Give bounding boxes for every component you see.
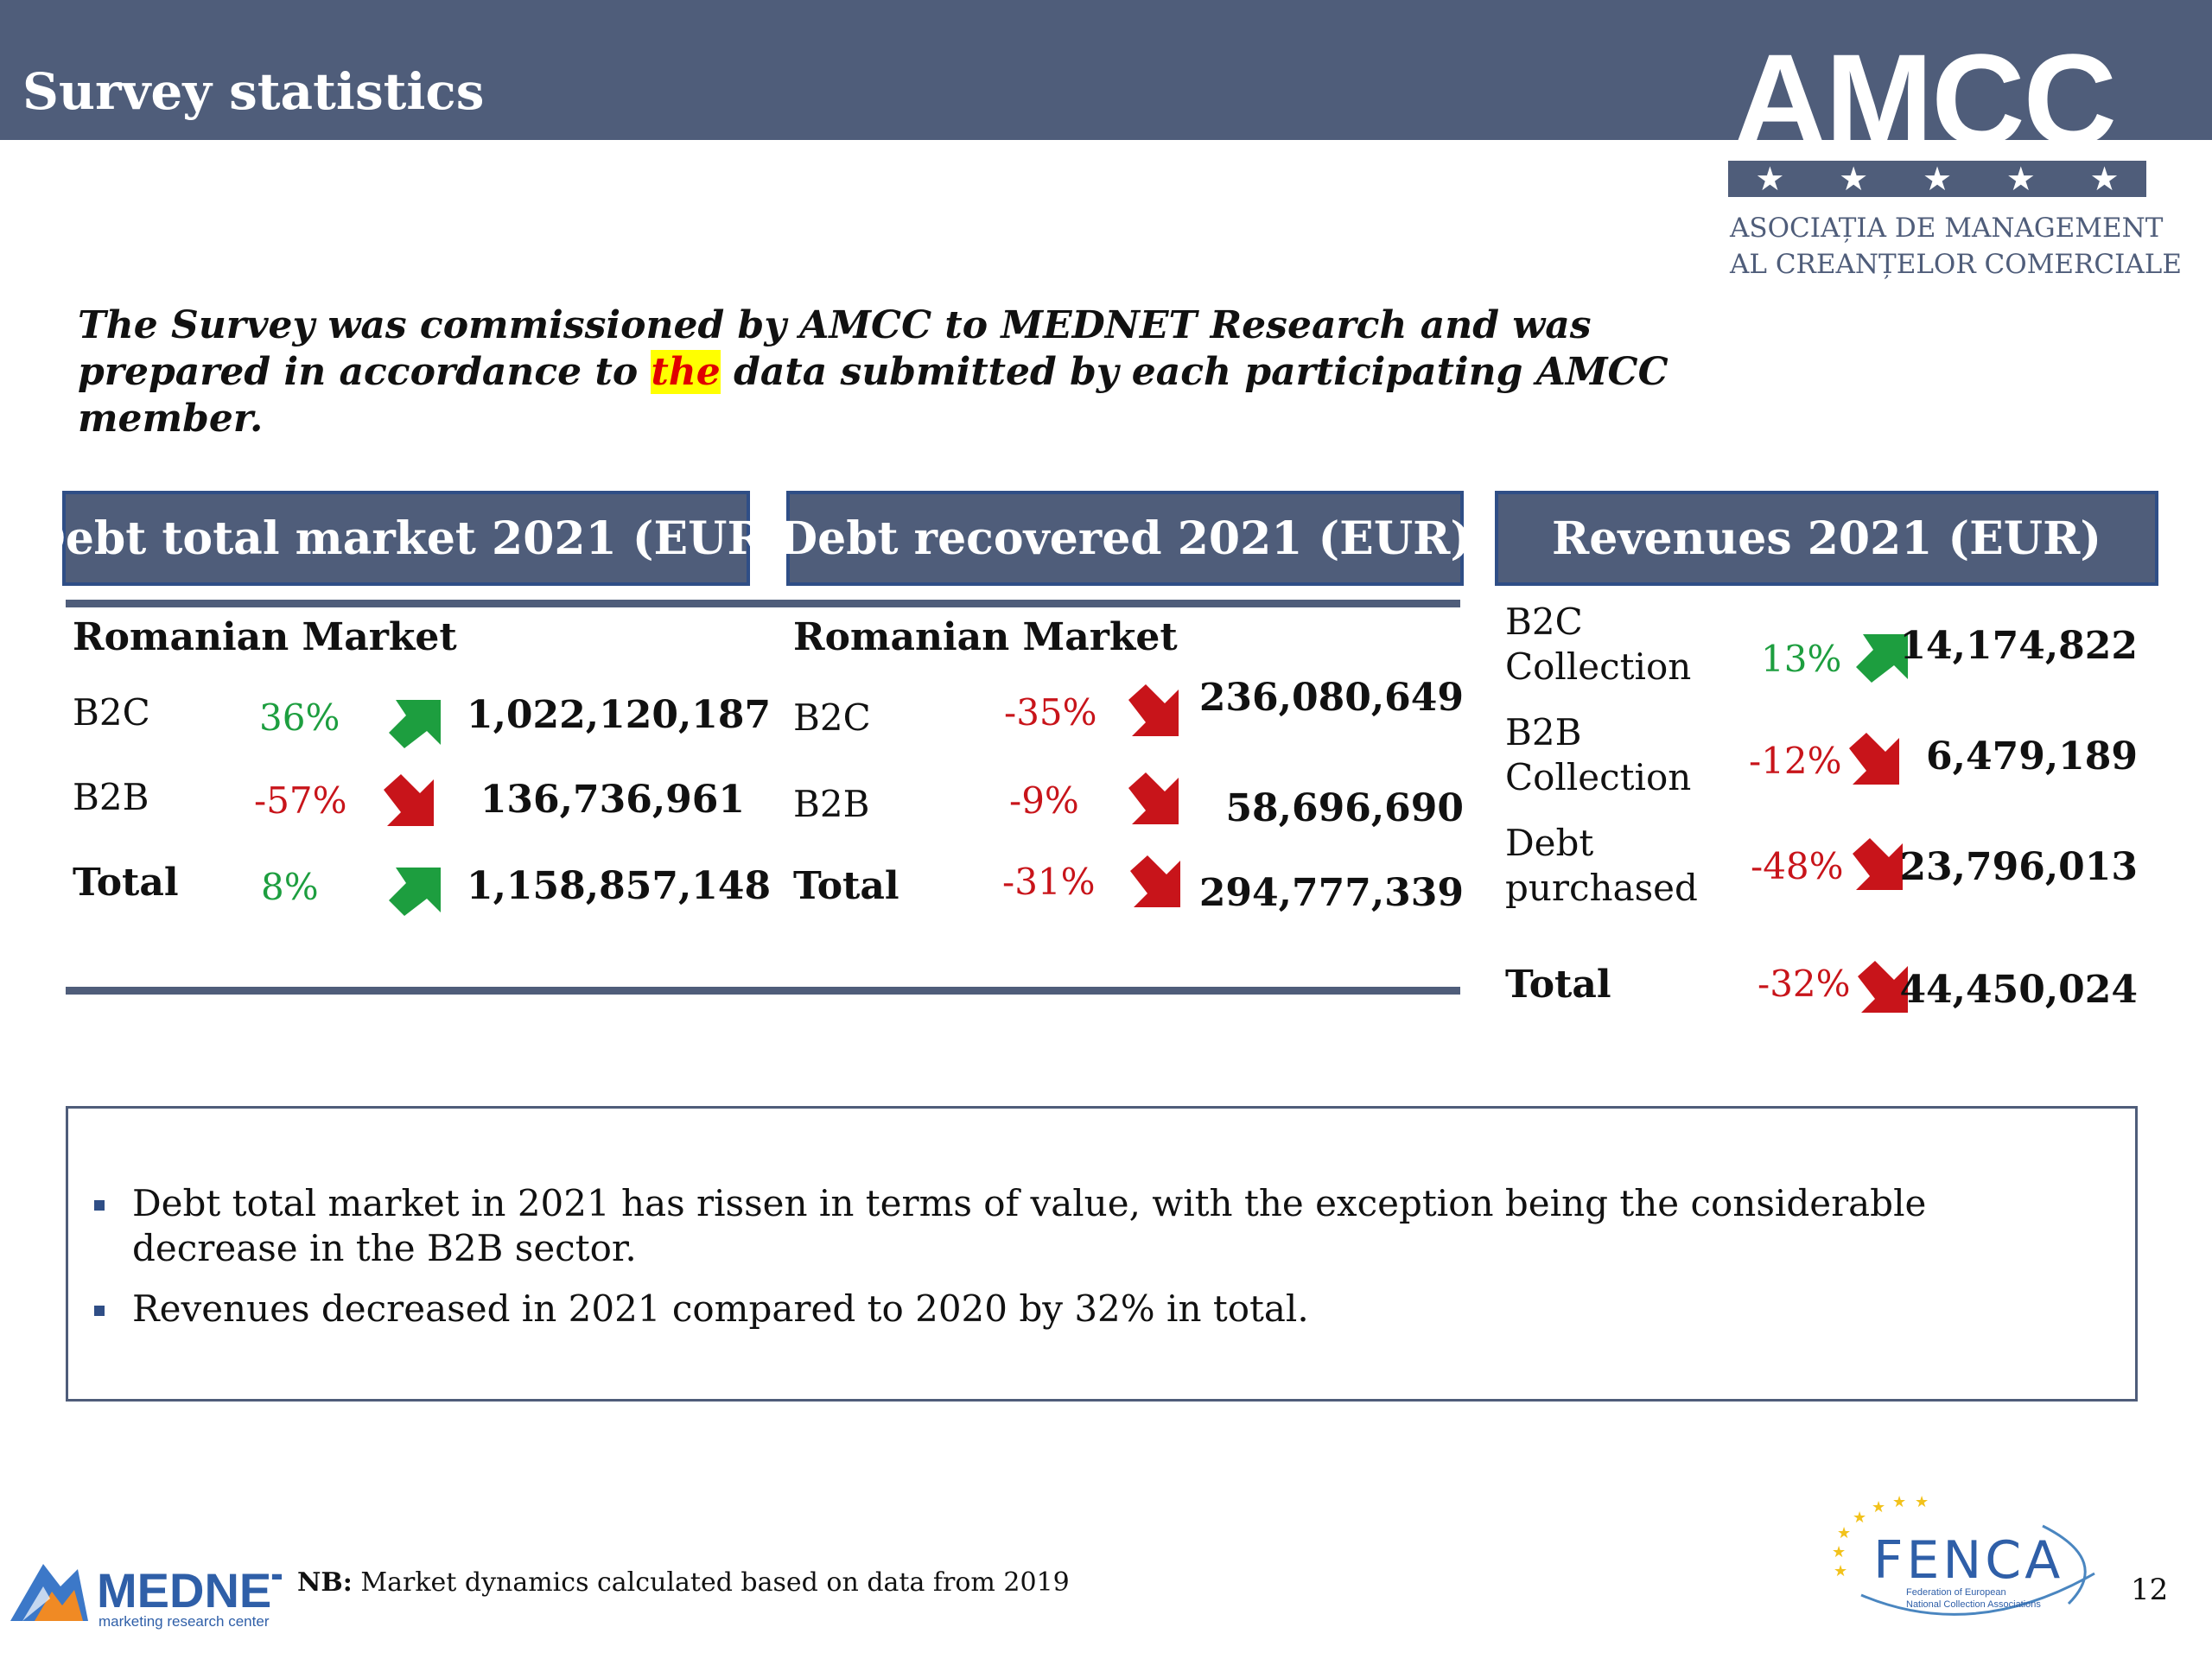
row-label: Debt purchased	[1505, 822, 1698, 909]
row-label: B2B Collection	[1505, 711, 1692, 798]
row-value: 136,736,961	[480, 778, 745, 822]
section-subtitle: Romanian Market	[73, 615, 457, 659]
table-top-rule	[66, 600, 1460, 607]
row-value: 14,174,822	[1899, 624, 2138, 668]
trend-down-icon	[1128, 772, 1179, 824]
row-pct: 36%	[259, 696, 340, 739]
bullet-icon	[94, 1200, 105, 1211]
fenca-line2: National Collection Associations	[1906, 1599, 2041, 1610]
note-item: Debt total market in 2021 has rissen in …	[94, 1181, 2082, 1271]
svg-text:★: ★	[1832, 1543, 1846, 1561]
svg-text:★: ★	[1853, 1509, 1866, 1527]
intro-part1: The Survey was commissioned by AMCC to M…	[78, 303, 1592, 394]
notes-box: Debt total market in 2021 has rissen in …	[66, 1106, 2138, 1402]
intro-highlight: the	[651, 350, 721, 394]
row-pct: -9%	[1009, 779, 1079, 822]
fenca-name: FENCA	[1873, 1530, 2063, 1591]
trend-up-icon	[389, 868, 441, 916]
panel-header-debt-total: Debt total market 2021 (EUR)	[27, 491, 785, 586]
svg-text:★: ★	[1834, 1562, 1847, 1580]
svg-text:★: ★	[1837, 1524, 1851, 1542]
row-pct: -57%	[254, 779, 347, 822]
row-value: 1,022,120,187	[467, 693, 772, 737]
section-subtitle: Romanian Market	[793, 615, 1178, 659]
row-value: 236,080,649	[1198, 676, 1464, 720]
note-item: Revenues decreased in 2021 compared to 2…	[94, 1287, 2082, 1332]
star-icon: ★	[2089, 160, 2120, 198]
star-icon: ★	[1755, 160, 1785, 198]
amcc-logo: AMCC ★ ★ ★ ★ ★ ASOCIAȚIA DE MANAGEMENT A…	[1725, 0, 2182, 289]
row-value: 23,796,013	[1899, 845, 2138, 889]
row-pct: 8%	[261, 866, 319, 908]
row-label: B2C	[793, 696, 871, 739]
page-number: 12	[2131, 1573, 2169, 1607]
trend-down-icon	[1853, 838, 1903, 890]
note-text: Revenues decreased in 2021 compared to 2…	[132, 1287, 1309, 1330]
row-pct: -31%	[1002, 861, 1096, 903]
footnote: NB: Market dynamics calculated based on …	[297, 1567, 1070, 1598]
amcc-logo-stars: ★ ★ ★ ★ ★	[1728, 161, 2146, 197]
row-value: 294,777,339	[1198, 871, 1464, 915]
slide-title: Survey statistics	[22, 62, 485, 121]
row-label: B2C	[73, 691, 150, 734]
trend-up-icon	[1856, 634, 1908, 683]
row-value: 58,696,690	[1225, 786, 1464, 830]
row-label: B2C Collection	[1505, 601, 1692, 688]
row-label: Total	[793, 864, 899, 908]
fenca-logo: ★ ★ ★ ★ ★ ★ ★ FENCA Federation of European N…	[1827, 1491, 2112, 1630]
svg-text:★: ★	[1872, 1498, 1885, 1516]
mednet-tag: marketing research center	[99, 1613, 270, 1630]
trend-down-icon	[1128, 684, 1179, 736]
fenca-line1: Federation of European	[1906, 1587, 2006, 1598]
trend-up-icon	[389, 700, 441, 748]
star-icon: ★	[2005, 160, 2036, 198]
trend-down-icon	[1130, 855, 1180, 907]
svg-text:★: ★	[1892, 1493, 1906, 1511]
row-pct: -12%	[1749, 740, 1842, 782]
panel-header-debt-recovered: Debt recovered 2021 (EUR)	[779, 491, 1471, 586]
star-icon: ★	[1839, 160, 1869, 198]
row-pct: 13%	[1761, 638, 1842, 680]
footnote-text: Market dynamics calculated based on data…	[352, 1567, 1070, 1598]
header-bar	[0, 0, 2212, 140]
row-label: Total	[73, 861, 179, 905]
trend-down-icon	[384, 774, 434, 826]
mednet-logo: MEDNET marketing research center	[5, 1552, 301, 1630]
row-pct: -32%	[1758, 963, 1851, 1005]
row-label: Total	[1505, 963, 1611, 1007]
footnote-label: NB:	[297, 1567, 353, 1598]
amcc-logo-line2: AL CREANȚELOR COMERCIALE	[1730, 249, 2182, 280]
row-pct: -35%	[1004, 691, 1097, 734]
bullet-icon	[94, 1306, 105, 1316]
svg-text:★: ★	[1915, 1493, 1929, 1511]
trend-down-icon	[1858, 961, 1908, 1013]
row-pct: -48%	[1751, 845, 1844, 887]
intro-part2: data submitted by each participating AMC…	[78, 350, 1669, 441]
mednet-name: MEDNET	[97, 1563, 282, 1618]
row-value: 6,479,189	[1926, 734, 2138, 779]
star-icon: ★	[1922, 160, 1953, 198]
row-value: 44,450,024	[1899, 968, 2138, 1012]
note-text: Debt total market in 2021 has rissen in …	[132, 1182, 1927, 1269]
row-label: B2B	[793, 783, 870, 825]
row-value: 1,158,857,148	[467, 864, 772, 908]
intro-text: The Survey was commissioned by AMCC to M…	[78, 302, 1789, 442]
trend-down-icon	[1849, 733, 1899, 785]
table-bottom-rule	[66, 987, 1460, 995]
amcc-logo-word: AMCC	[1733, 27, 2117, 172]
row-label: B2B	[73, 776, 149, 818]
amcc-logo-line1: ASOCIAȚIA DE MANAGEMENT	[1730, 213, 2164, 244]
panel-header-revenues: Revenues 2021 (EUR)	[1495, 491, 2158, 586]
